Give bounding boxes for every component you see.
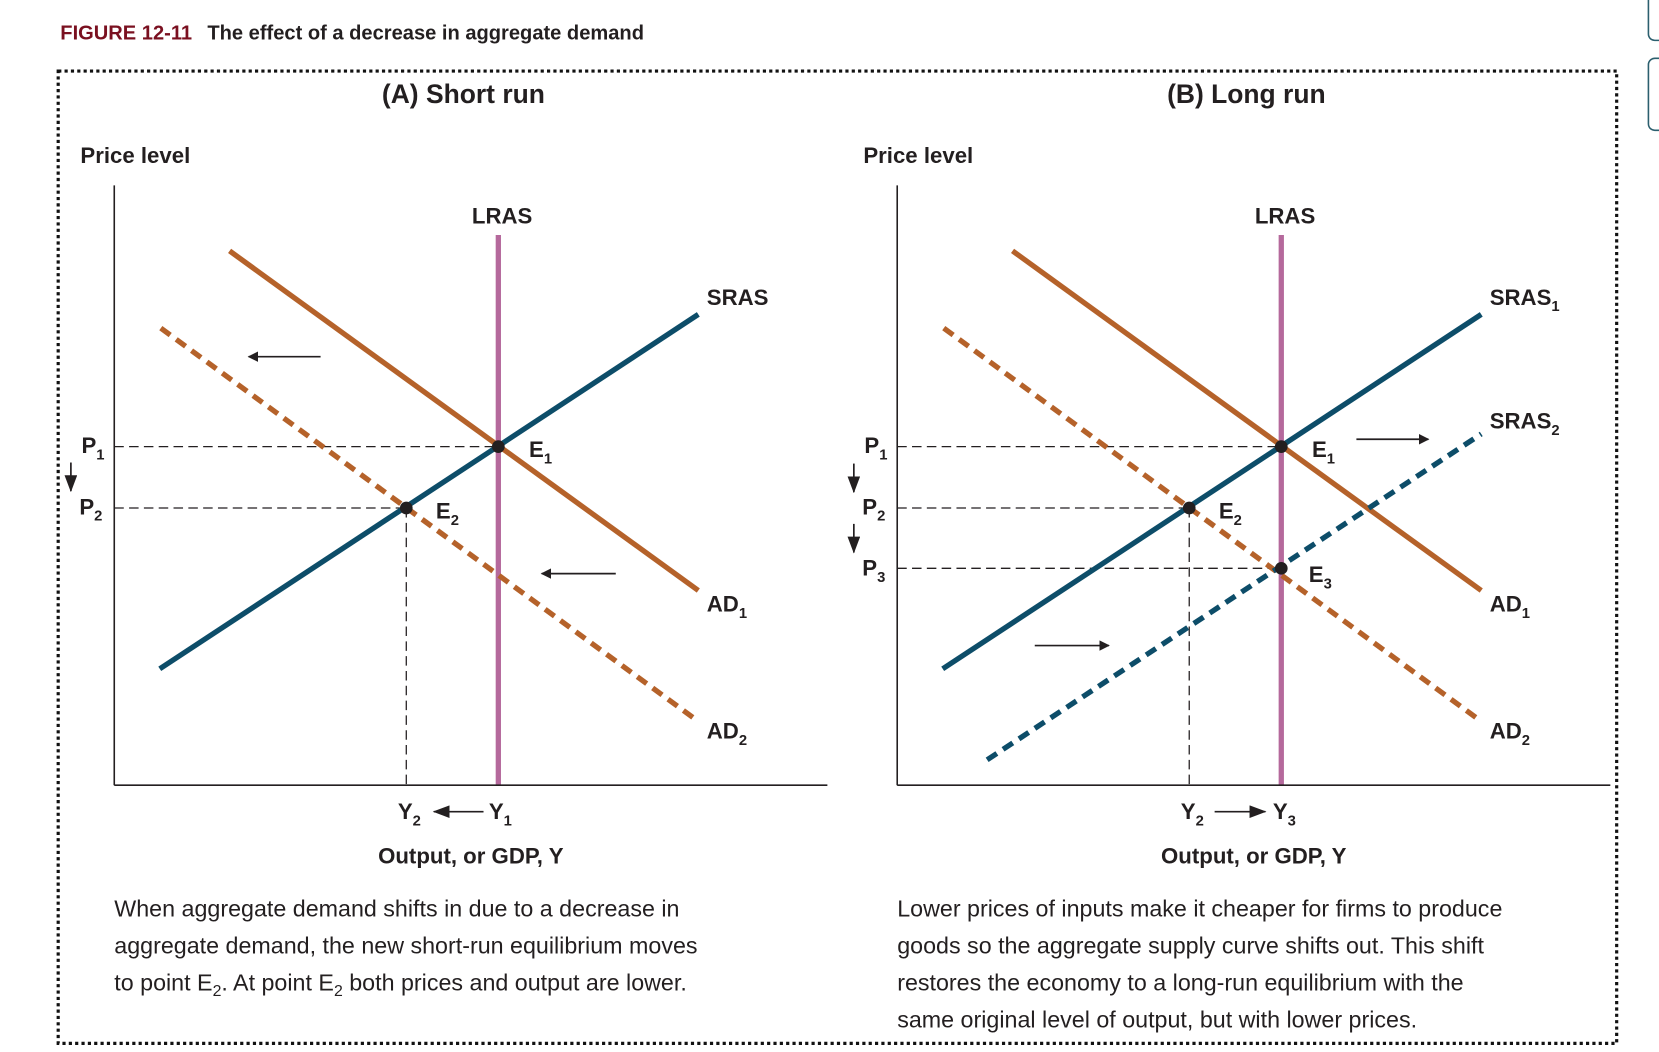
e3-point <box>1274 561 1288 575</box>
caption-b-line: goods so the aggregate supply curve shif… <box>897 932 1484 958</box>
ad2-label: AD2 <box>707 719 747 749</box>
ad1-label: AD1 <box>707 592 747 622</box>
sras1-label: SRAS1 <box>1490 285 1560 315</box>
ad2-curve <box>942 326 1478 720</box>
ad1-curve <box>1010 248 1483 593</box>
panel-long-run: (B) Long run Price level LRAS SRAS1 SRAS… <box>847 79 1611 1033</box>
side-tab-2[interactable] <box>1647 57 1659 132</box>
e1-label: E1 <box>1312 437 1335 467</box>
figure-title: The effect of a decrease in aggregate de… <box>207 22 644 44</box>
y2-label: Y2 <box>398 799 421 829</box>
y2-label: Y2 <box>1181 799 1204 829</box>
caption-a-line: When aggregate demand shifts in due to a… <box>114 895 679 921</box>
y3-label: Y3 <box>1273 799 1296 829</box>
figure-header: FIGURE 12-11 The effect of a decrease in… <box>60 22 644 44</box>
sras1-curve <box>941 312 1483 672</box>
panel-short-run: (A) Short run Price level LRAS SRAS AD1 … <box>64 79 828 1000</box>
sras-label: SRAS <box>707 285 769 310</box>
e2-label: E2 <box>1219 499 1242 529</box>
e2-point <box>1182 501 1196 515</box>
e3-label: E3 <box>1309 562 1332 592</box>
panel-a-x-axis-label: Output, or GDP, Y <box>378 844 564 869</box>
p2-label: P2 <box>79 494 102 524</box>
panel-a-y-axis-label: Price level <box>80 143 190 168</box>
e2-label: E2 <box>436 499 459 529</box>
lras-label: LRAS <box>1255 203 1315 228</box>
caption-b-line: restores the economy to a long-run equil… <box>897 969 1463 995</box>
p1-label: P1 <box>864 433 887 463</box>
caption-a-line: to point E2. At point E2 both prices and… <box>114 969 687 999</box>
caption-b-line: same original level of output, but with … <box>897 1007 1417 1033</box>
side-tab-1[interactable] <box>1647 0 1659 42</box>
panel-a-title: (A) Short run <box>382 79 545 109</box>
e1-point <box>491 440 505 453</box>
caption-b-line: Lower prices of inputs make it cheaper f… <box>897 895 1502 921</box>
lras-label: LRAS <box>472 203 532 228</box>
panel-b-x-axis-label: Output, or GDP, Y <box>1161 844 1347 869</box>
figure-border <box>56 69 1619 1045</box>
e1-point <box>1274 440 1288 453</box>
sras2-curve <box>985 431 1483 763</box>
p2-label: P2 <box>862 494 885 524</box>
ad2-curve <box>159 326 695 720</box>
panel-b-title: (B) Long run <box>1167 79 1326 109</box>
sras-curve <box>158 312 700 672</box>
p1-label: P1 <box>81 433 104 463</box>
panel-b-y-axis-label: Price level <box>863 143 973 168</box>
caption-a-line: aggregate demand, the new short-run equi… <box>114 932 697 958</box>
figure-number: FIGURE 12-11 <box>60 22 192 44</box>
ad1-label: AD1 <box>1490 592 1530 622</box>
p3-label: P3 <box>862 556 885 586</box>
ad1-curve <box>228 248 700 593</box>
y1-label: Y1 <box>489 799 512 829</box>
ad2-label: AD2 <box>1490 719 1530 749</box>
e2-point <box>399 501 413 515</box>
sras2-label: SRAS2 <box>1490 409 1560 439</box>
e1-label: E1 <box>529 437 552 467</box>
